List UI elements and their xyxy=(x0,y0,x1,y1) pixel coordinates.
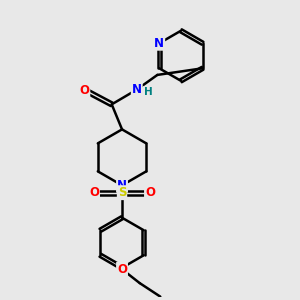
Text: N: N xyxy=(154,37,164,50)
Text: N: N xyxy=(117,179,127,192)
Text: O: O xyxy=(79,84,89,97)
Text: O: O xyxy=(89,186,99,199)
Text: O: O xyxy=(117,263,127,276)
Text: H: H xyxy=(144,87,152,97)
Text: O: O xyxy=(145,186,155,199)
Text: S: S xyxy=(118,186,126,199)
Text: N: N xyxy=(132,83,142,96)
